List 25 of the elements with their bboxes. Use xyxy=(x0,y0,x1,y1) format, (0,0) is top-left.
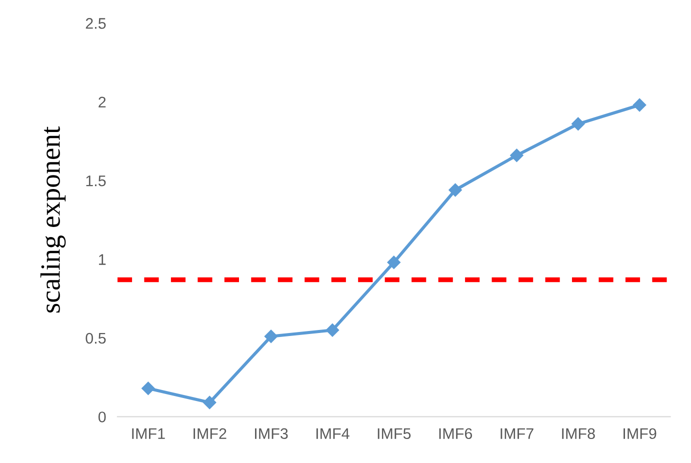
x-tick-label: IMF6 xyxy=(439,428,472,440)
x-tick-label: IMF3 xyxy=(255,428,288,440)
point xyxy=(448,183,462,197)
x-tick-label: IMF9 xyxy=(624,428,656,440)
point xyxy=(142,382,155,395)
point xyxy=(264,330,278,344)
y-tick-label: 2 xyxy=(98,96,106,108)
y-tick-label: 2.5 xyxy=(86,18,106,29)
x-tick-label: IMF5 xyxy=(378,428,411,440)
point xyxy=(572,117,585,130)
x-tick-label: IMF7 xyxy=(500,428,534,439)
y-tick-label: 0.5 xyxy=(86,332,106,344)
x-tick-label: IMF4 xyxy=(316,428,350,439)
point xyxy=(632,98,646,112)
point xyxy=(387,256,400,270)
y-axis-title: scaling exponent xyxy=(40,126,66,313)
point xyxy=(326,324,340,337)
point xyxy=(510,148,524,162)
x-tick-label: IMF8 xyxy=(562,428,595,440)
point xyxy=(203,396,216,410)
y-tick-label: 0 xyxy=(98,412,106,422)
x-tick-label: IMF1 xyxy=(132,428,165,439)
x-tick-label: IMF2 xyxy=(194,428,226,439)
y-tick-label: 1.5 xyxy=(86,176,106,186)
y-tick-label: 1 xyxy=(99,254,106,265)
